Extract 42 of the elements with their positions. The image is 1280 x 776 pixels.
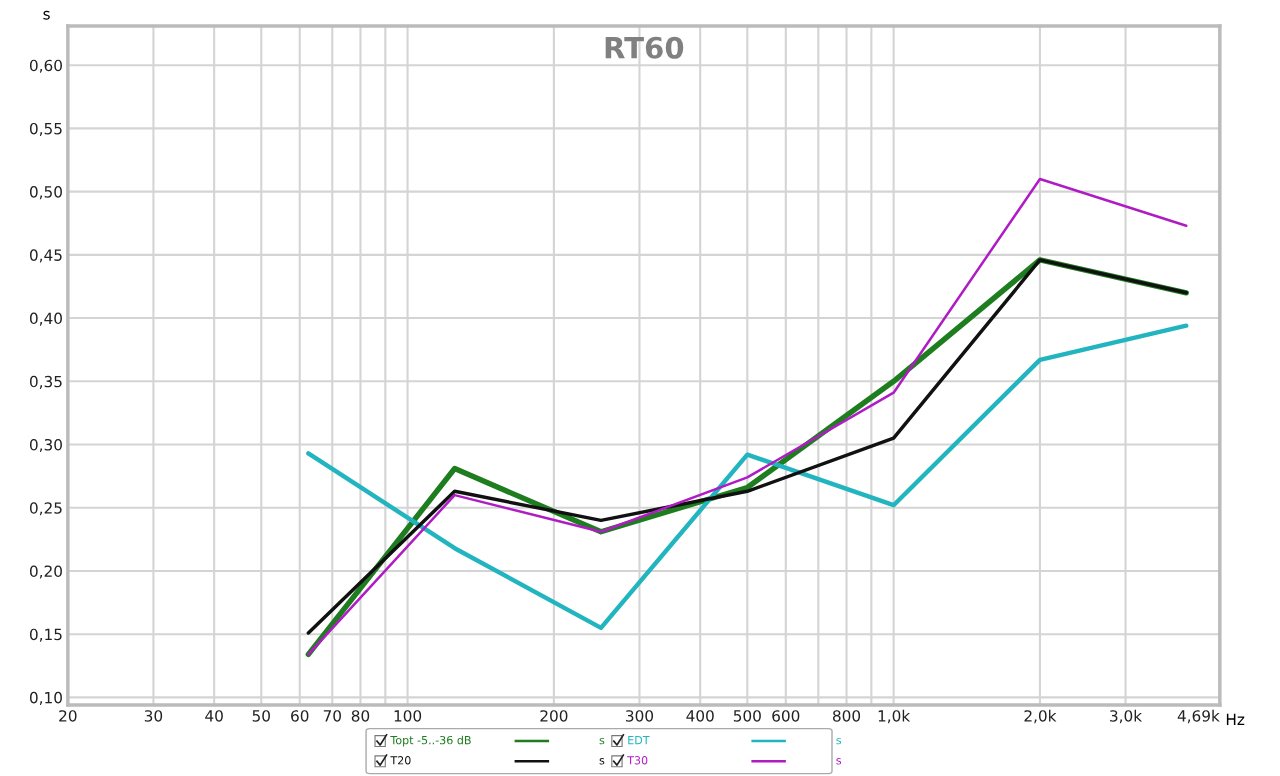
x-tick-label: 70 [323,710,341,722]
x-tick-label: 40 [205,710,223,722]
y-tick-label: 0,15 [29,628,62,642]
x-tick-label: 2,0k [1024,709,1057,724]
y-tick-label: 0,30 [29,438,62,453]
x-tick-label: 200 [540,710,568,722]
x-tick-label: 3,0k [1110,709,1143,724]
line-series [307,177,1188,656]
x-axis-title: Hz [1226,713,1245,725]
x-tick-label: 100 [394,710,422,722]
x-tick-label: 20 [59,710,77,722]
x-tick-label: 800 [832,710,861,722]
text: T20 [390,756,411,765]
y-tick-label: 0,60 [29,59,62,73]
x-tick-label: 500 [733,710,761,722]
x-tick-label: 300 [626,710,654,722]
text: EDT [628,736,650,745]
text: s [836,737,842,745]
y-tick-label: 0,10 [29,691,62,705]
y-tick-label: 0,55 [29,122,62,136]
text: s [599,737,605,745]
x-tick-label: 60 [291,710,309,722]
y-tick-label: 0,35 [29,375,62,389]
x-tick-label: 1,0k [878,709,911,724]
x-tick-label: 400 [686,710,714,722]
x-tick-label: 50 [252,710,270,722]
x-tick-label: 600 [772,710,800,722]
text: s [836,758,842,765]
x-tick-label: 4,69k [1177,709,1220,724]
text: s [599,758,605,765]
y-axis-title: s [43,10,50,20]
text: Topt -5..-36 dB [390,735,471,747]
y-tick-label: 0,25 [29,502,62,516]
line-series [306,323,1189,631]
y-tick-label: 0,20 [29,565,62,579]
y-tick-label: 0,50 [29,186,62,200]
y-tick-label: 0,40 [29,312,62,326]
x-tick-label: 80 [351,710,370,722]
chart-title: RT60 [605,36,684,59]
y-tick-label: 0,45 [29,249,62,263]
x-tick-label: 30 [144,710,163,722]
text: T30 [627,756,648,765]
